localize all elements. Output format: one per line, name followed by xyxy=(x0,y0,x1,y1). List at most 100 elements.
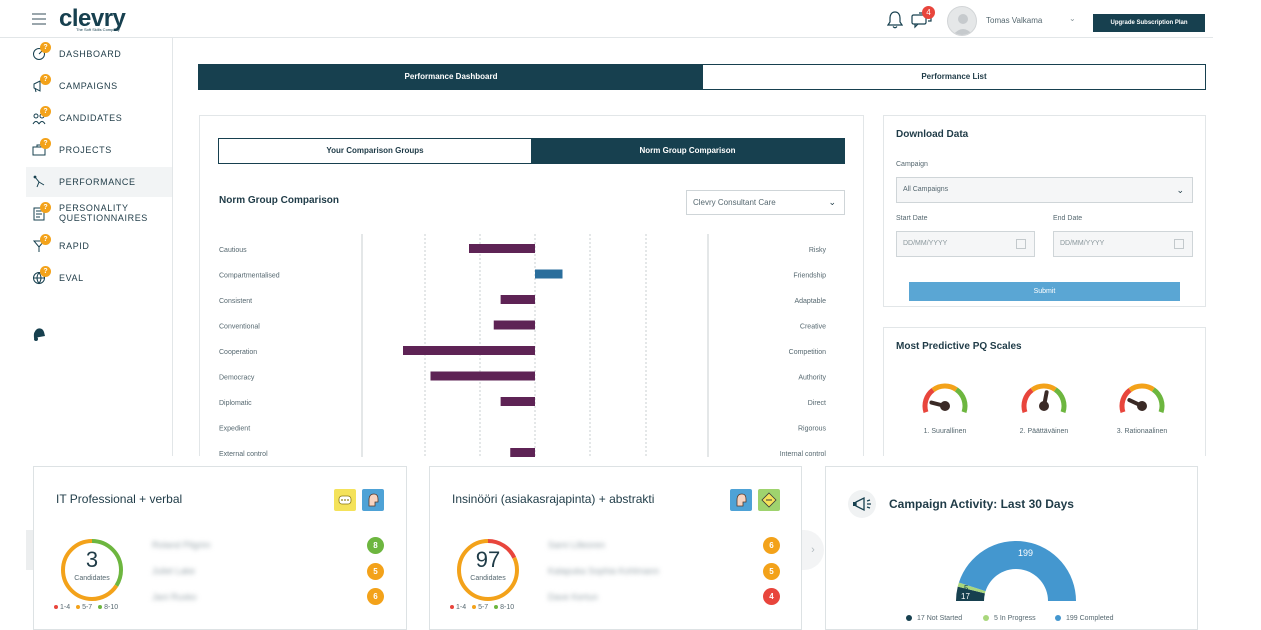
candidates-ring xyxy=(61,539,123,601)
tab-your-comparison-groups[interactable]: Your Comparison Groups xyxy=(326,146,424,155)
not-started-value: 17 xyxy=(961,592,970,601)
legend-low: 1-4 xyxy=(456,604,467,611)
abstract-test-icon xyxy=(758,489,780,511)
right-trait-label: Competition xyxy=(789,349,826,356)
predictive-pq-panel: Most Predictive PQ Scales 1. Suurallinen… xyxy=(883,327,1206,456)
menu-icon[interactable] xyxy=(32,13,46,25)
candidate-name[interactable]: Dave Kertun xyxy=(548,592,599,602)
candidate-score: 5 xyxy=(763,563,780,580)
tab-performance-list[interactable]: Performance List xyxy=(921,72,987,81)
legend-high: 8-10 xyxy=(500,604,515,611)
upgrade-subscription-button[interactable]: Upgrade Subscription Plan xyxy=(1093,14,1205,32)
candidate-name[interactable]: Jani Rusko xyxy=(152,592,197,602)
help-badge: ? xyxy=(40,42,51,53)
candidate-name[interactable]: Kalapuka Sophia Kohlmann xyxy=(548,566,660,576)
tab-performance-dashboard[interactable]: Performance Dashboard xyxy=(199,65,703,89)
trait-bar xyxy=(500,295,535,304)
notifications-bell-icon[interactable] xyxy=(887,11,903,29)
campaign-card[interactable]: Insinööri (asiakasrajapinta) + abstrakti… xyxy=(429,466,802,630)
bell-tilted-icon[interactable] xyxy=(31,326,47,342)
sidebar-item-performance[interactable]: PERFORMANCE xyxy=(26,167,172,197)
sidebar-item-personality-questionnaires[interactable]: ? PERSONALITY QUESTIONNAIRES xyxy=(26,199,172,229)
candidate-score: 6 xyxy=(763,537,780,554)
sidebar-item-projects[interactable]: ? PROJECTS xyxy=(26,135,172,165)
end-date-placeholder: DD/MM/YYYY xyxy=(1060,240,1105,247)
candidate-name[interactable]: Roland Pilgrim xyxy=(152,540,211,550)
start-date-input[interactable]: DD/MM/YYYY xyxy=(896,231,1035,257)
completed-value: 199 xyxy=(1018,548,1033,558)
sidebar-item-campaigns[interactable]: ? CAMPAIGNS xyxy=(26,71,172,101)
sidebar-item-label: PERFORMANCE xyxy=(59,177,136,187)
end-date-label: End Date xyxy=(1053,215,1083,222)
legend-completed: 199 Completed xyxy=(1055,615,1113,622)
candidate-score: 5 xyxy=(367,563,384,580)
personality-test-icon xyxy=(730,489,752,511)
candidates-count: 3 xyxy=(85,547,99,572)
end-date-input[interactable]: DD/MM/YYYY xyxy=(1053,231,1193,257)
gauge-needle xyxy=(929,400,947,408)
campaign-activity-card: Campaign Activity: Last 30 Days 199 5 17 1… xyxy=(825,466,1198,630)
gauge-needle xyxy=(1127,398,1144,408)
performance-icon xyxy=(33,175,45,188)
chevron-down-icon: ⌄ xyxy=(1176,185,1184,195)
candidate-score: 4 xyxy=(763,588,780,605)
campaign-card-title: IT Professional + verbal xyxy=(56,492,183,506)
chevron-down-icon[interactable]: ⌄ xyxy=(1069,14,1076,23)
logo[interactable]: clevry xyxy=(59,5,126,32)
left-trait-label: Conventional xyxy=(219,324,260,331)
verbal-test-icon xyxy=(334,489,356,511)
left-trait-label: Democracy xyxy=(219,375,255,382)
right-trait-label: Internal control xyxy=(780,451,827,457)
carousel-prev-button[interactable] xyxy=(26,530,34,570)
score-legend: 1-4 5-7 8-10 xyxy=(54,604,118,611)
questionnaire-icon xyxy=(33,207,45,221)
calendar-icon[interactable] xyxy=(1016,239,1026,249)
megaphone-icon xyxy=(33,80,41,93)
main-tabs: Performance Dashboard Performance List xyxy=(198,64,1206,90)
sidebar-item-candidates[interactable]: ? CANDIDATES xyxy=(26,103,172,133)
pq-gauge xyxy=(1119,383,1165,413)
sidebar-item-label: RAPID xyxy=(59,241,90,251)
norm-group-panel: Your Comparison Groups Norm Group Compar… xyxy=(199,115,864,457)
submit-button[interactable]: Submit xyxy=(909,282,1180,301)
candidate-name[interactable]: Juliet Lake xyxy=(152,566,196,576)
messages-badge: 4 xyxy=(922,6,935,19)
download-data-panel: Download Data Campaign All Campaigns ⌄ S… xyxy=(883,115,1206,307)
campaign-card-title: Insinööri (asiakasrajapinta) + abstrakti xyxy=(452,492,655,506)
calendar-icon[interactable] xyxy=(1174,239,1184,249)
norm-comparison-chart: Cautious Risky Compartmentalised Friendship… xyxy=(219,234,827,457)
sidebar-item-label: CANDIDATES xyxy=(59,113,123,123)
candidates-count: 97 xyxy=(475,547,501,572)
gauge-segment xyxy=(1021,387,1034,413)
chevron-down-icon: ⌄ xyxy=(828,197,836,207)
candidate-name[interactable]: Sami Lilleoren xyxy=(548,540,606,550)
gauge-segment xyxy=(1119,387,1132,413)
user-name[interactable]: Tomas Valkama xyxy=(986,16,1043,25)
in-progress-value: 5 xyxy=(964,584,969,593)
left-trait-label: Cooperation xyxy=(219,349,257,356)
pq-title: Most Predictive PQ Scales xyxy=(896,341,1022,352)
avatar[interactable] xyxy=(947,6,977,36)
campaign-select[interactable]: All Campaigns ⌄ xyxy=(896,177,1193,203)
help-badge: ? xyxy=(40,106,51,117)
help-badge: ? xyxy=(40,202,51,213)
gauge-needle xyxy=(1042,390,1049,408)
campaign-card[interactable]: IT Professional + verbal 3 Candidates 1-… xyxy=(33,466,407,630)
tab-norm-group-comparison[interactable]: Norm Group Comparison xyxy=(531,139,844,163)
right-trait-label: Risky xyxy=(809,247,827,254)
carousel-next-button[interactable]: › xyxy=(802,530,824,570)
sidebar-item-dashboard[interactable]: ? DASHBOARD xyxy=(26,39,172,69)
sidebar-item-eval[interactable]: ? EVAL xyxy=(26,263,172,293)
sidebar-item-label: CAMPAIGNS xyxy=(59,81,118,91)
norm-group-select[interactable]: Clevry Consultant Care ⌄ xyxy=(686,190,845,215)
candidate-score: 6 xyxy=(367,588,384,605)
norm-chart-title: Norm Group Comparison xyxy=(219,195,340,206)
help-badge: ? xyxy=(40,138,51,149)
trait-bar xyxy=(500,397,535,406)
ring-segment xyxy=(457,539,519,601)
pq-gauge-label: 3. Rationaalinen xyxy=(1116,428,1168,435)
gauge-segment xyxy=(922,387,935,413)
sidebar-item-rapid[interactable]: ? RAPID xyxy=(26,231,172,261)
download-title: Download Data xyxy=(896,129,969,140)
left-trait-label: Diplomatic xyxy=(219,400,252,407)
